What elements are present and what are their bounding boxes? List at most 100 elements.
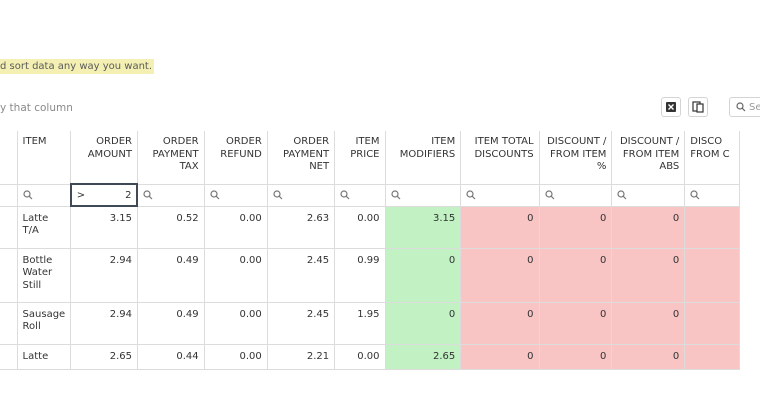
- cell-discount-from-c: [684, 247, 740, 303]
- cell-item-price: 0.00: [334, 205, 386, 249]
- cell-item-total-discounts: 0: [460, 301, 540, 345]
- column-header-item[interactable]: ITEM: [16, 131, 72, 185]
- search-icon: [617, 190, 627, 200]
- cell-order-refund: 0.00: [203, 247, 268, 303]
- column-header-discount-from-item-abs[interactable]: DISCOUNT / FROM ITEM ABS: [611, 131, 686, 185]
- column-chooser-button[interactable]: [688, 97, 708, 117]
- grid-search-input[interactable]: Se: [729, 97, 760, 117]
- cell-item-price: 0.00: [334, 343, 386, 370]
- grid-hint-text: d sort data any way you want.: [0, 59, 155, 74]
- cell-discount-abs: 0: [611, 301, 686, 345]
- cell-order-amount: 2.94: [70, 301, 138, 345]
- table-row[interactable]: Latte 2.65 0.44 0.00 2.21 0.00 2.65 0 0 …: [0, 343, 740, 370]
- cell-item: Latte T/A: [16, 205, 72, 249]
- filter-cell-order-amount[interactable]: >2: [69, 183, 139, 207]
- header-row: R ITEM ORDER AMOUNT ORDER PAYMENT TAX OR…: [0, 131, 740, 185]
- cell-discount-abs: 0: [611, 247, 686, 303]
- column-header-order-payment-tax[interactable]: ORDER PAYMENT TAX: [136, 131, 205, 185]
- cell-order-refund: 0.00: [203, 301, 268, 345]
- cell-discount-abs: 0: [611, 205, 686, 249]
- table-cell: [0, 247, 18, 303]
- cell-discount-from-c: [684, 301, 740, 345]
- cell-item-total-discounts: 0: [460, 205, 540, 249]
- column-header-item-price[interactable]: ITEM PRICE: [334, 131, 386, 185]
- cell-discount-abs: 0: [611, 343, 686, 370]
- cell-discount-pct: 0: [538, 247, 613, 303]
- filter-cell-discount-from-c[interactable]: [684, 183, 740, 207]
- data-grid: R ITEM ORDER AMOUNT ORDER PAYMENT TAX OR…: [0, 131, 740, 370]
- search-icon: [273, 190, 283, 200]
- cell-item: Latte: [16, 343, 72, 370]
- filter-value-input[interactable]: 2: [125, 189, 132, 201]
- table-row[interactable]: Latte T/A 3.15 0.52 0.00 2.63 0.00 3.15 …: [0, 205, 740, 249]
- table-cell: [0, 301, 18, 345]
- column-header-item-modifiers[interactable]: ITEM MODIFIERS: [384, 131, 462, 185]
- column-header-order-amount[interactable]: ORDER AMOUNT: [70, 131, 138, 185]
- search-icon: [690, 190, 700, 200]
- cell-order-payment-tax: 0.44: [136, 343, 205, 370]
- cell-item-price: 0.99: [334, 247, 386, 303]
- cell-item-modifiers: 3.15: [384, 205, 462, 249]
- cell-order-payment-tax: 0.52: [136, 205, 205, 249]
- cell-item-modifiers: 0: [384, 247, 462, 303]
- search-icon: [390, 190, 400, 200]
- cell-order-refund: 0.00: [203, 343, 268, 370]
- filter-cell-discount-pct[interactable]: [538, 183, 613, 207]
- filter-cell[interactable]: [0, 183, 18, 207]
- excel-export-icon: [666, 102, 676, 112]
- cell-item-total-discounts: 0: [460, 343, 540, 370]
- cell-order-amount: 2.94: [70, 247, 138, 303]
- group-panel-hint: y that column: [0, 102, 73, 114]
- cell-item: Bottle Water Still: [16, 247, 72, 303]
- column-header-order-payment-net[interactable]: ORDER PAYMENT NET: [266, 131, 336, 185]
- cell-order-payment-net: 2.45: [266, 301, 336, 345]
- cell-discount-pct: 0: [538, 301, 613, 345]
- cell-order-refund: 0.00: [203, 205, 268, 249]
- table-cell: [0, 343, 18, 370]
- search-icon: [736, 102, 746, 112]
- filter-cell-item-total-discounts[interactable]: [460, 183, 540, 207]
- table-row[interactable]: Bottle Water Still 2.94 0.49 0.00 2.45 0…: [0, 247, 740, 303]
- search-icon: [22, 190, 32, 200]
- search-icon: [340, 190, 350, 200]
- filter-cell-order-payment-tax[interactable]: [136, 183, 205, 207]
- filter-cell-item-price[interactable]: [334, 183, 386, 207]
- cell-order-amount: 2.65: [70, 343, 138, 370]
- search-icon: [143, 190, 153, 200]
- table-cell: [0, 205, 18, 249]
- search-icon: [210, 190, 220, 200]
- export-excel-button[interactable]: [661, 97, 681, 117]
- column-header-discount-from-item-pct[interactable]: DISCOUNT / FROM ITEM %: [538, 131, 613, 185]
- column-header-item-total-discounts[interactable]: ITEM TOTAL DISCOUNTS: [460, 131, 540, 185]
- filter-row: >2: [0, 183, 740, 207]
- column-chooser-icon: [692, 101, 704, 113]
- cell-discount-pct: 0: [538, 343, 613, 370]
- filter-cell-item[interactable]: [16, 183, 72, 207]
- cell-item-price: 1.95: [334, 301, 386, 345]
- cell-discount-pct: 0: [538, 205, 613, 249]
- cell-order-payment-net: 2.45: [266, 247, 336, 303]
- filter-cell-order-refund[interactable]: [203, 183, 268, 207]
- cell-discount-from-c: [684, 205, 740, 249]
- cell-item-modifiers: 0: [384, 301, 462, 345]
- filter-cell-discount-abs[interactable]: [611, 183, 686, 207]
- cell-discount-from-c: [684, 343, 740, 370]
- cell-order-payment-net: 2.63: [266, 205, 336, 249]
- cell-item: Sausage Roll: [16, 301, 72, 345]
- search-placeholder: Se: [749, 101, 760, 113]
- filter-cell-order-payment-net[interactable]: [266, 183, 336, 207]
- column-header-order-refund[interactable]: ORDER REFUND: [203, 131, 268, 185]
- column-header-discount-from-c[interactable]: DISCO FROM C: [684, 131, 740, 185]
- cell-item-total-discounts: 0: [460, 247, 540, 303]
- cell-order-payment-tax: 0.49: [136, 301, 205, 345]
- search-icon: [466, 190, 476, 200]
- cell-order-payment-tax: 0.49: [136, 247, 205, 303]
- cell-item-modifiers: 2.65: [384, 343, 462, 370]
- cell-order-amount: 3.15: [70, 205, 138, 249]
- column-header[interactable]: R: [0, 131, 18, 185]
- search-icon: [544, 190, 554, 200]
- cell-order-payment-net: 2.21: [266, 343, 336, 370]
- table-row[interactable]: Sausage Roll 2.94 0.49 0.00 2.45 1.95 0 …: [0, 301, 740, 345]
- filter-cell-item-modifiers[interactable]: [384, 183, 462, 207]
- filter-operator[interactable]: >: [76, 189, 86, 201]
